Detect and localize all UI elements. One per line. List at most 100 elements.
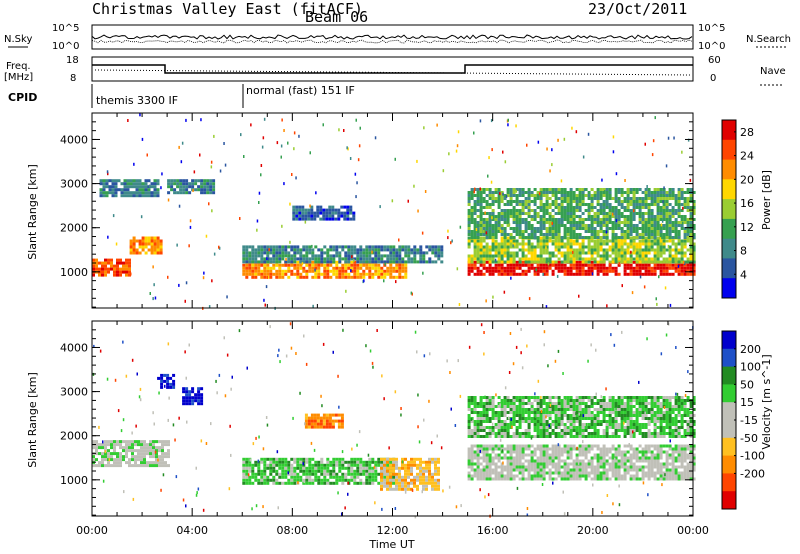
heatmap-cell <box>323 269 327 273</box>
heatmap-cell <box>269 266 273 270</box>
heatmap-cell <box>308 457 312 461</box>
heatmap-cell <box>572 260 576 264</box>
heatmap-cell <box>548 453 552 457</box>
heatmap-cell <box>512 447 516 451</box>
heatmap-cell <box>614 251 618 255</box>
heatmap-cell <box>380 257 384 261</box>
heatmap-cell <box>629 224 633 227</box>
heatmap-cell <box>647 215 651 218</box>
heatmap-cell <box>575 471 579 475</box>
heatmap-cell <box>104 264 107 268</box>
heatmap-cell <box>467 402 471 405</box>
heatmap-cell <box>494 444 498 448</box>
heatmap-cell <box>539 233 543 236</box>
heatmap-cell <box>581 266 585 270</box>
heatmap-cell <box>143 446 146 450</box>
heatmap-cell <box>158 464 161 468</box>
heatmap-cell <box>331 217 335 221</box>
heatmap-cell <box>126 179 130 183</box>
heatmap-cell <box>383 248 387 252</box>
heatmap-cell <box>401 257 405 261</box>
heatmap-cell <box>638 206 642 209</box>
heatmap-cell <box>557 266 561 270</box>
heatmap-cell <box>313 419 317 423</box>
heatmap-cell <box>341 248 345 252</box>
heatmap-cell <box>123 191 127 195</box>
heatmap-cell <box>105 194 109 198</box>
heatmap-cell <box>632 453 636 457</box>
heatmap-cell <box>242 457 246 461</box>
heatmap-cell <box>407 260 411 264</box>
heatmap-cell <box>159 245 163 249</box>
heatmap-cell <box>473 266 477 270</box>
heatmap-cell <box>362 257 366 261</box>
heatmap-cell <box>524 468 528 472</box>
heatmap-cell <box>587 260 591 264</box>
heatmap-cell <box>587 444 591 448</box>
heatmap-cell <box>137 440 140 444</box>
heatmap-cell <box>500 236 504 240</box>
heatmap-cell <box>581 203 585 206</box>
heatmap-cell <box>313 422 317 426</box>
heatmap-cell <box>290 248 294 252</box>
heatmap-cell <box>566 218 570 221</box>
heatmap-cell <box>578 215 582 218</box>
heatmap-cell <box>347 248 351 252</box>
heatmap-cell <box>635 266 639 270</box>
heatmap-cell <box>617 453 621 457</box>
heatmap-cell <box>503 266 507 270</box>
heatmap-cell <box>132 185 136 189</box>
heatmap-cell <box>503 194 507 197</box>
heatmap-cell <box>509 450 513 454</box>
heatmap-cell <box>506 194 510 197</box>
heatmap-cell <box>542 263 546 267</box>
heatmap-cell <box>692 459 696 463</box>
heatmap-cell <box>611 251 615 255</box>
heatmap-cell <box>491 212 495 215</box>
heatmap-cell <box>503 251 507 255</box>
heatmap-cell <box>668 260 672 264</box>
heatmap-cell <box>395 475 398 479</box>
heatmap-cell <box>533 462 537 466</box>
heatmap-cell <box>335 472 339 476</box>
heatmap-cell <box>401 260 405 264</box>
heatmap-cell <box>467 405 471 408</box>
heatmap-cell <box>281 457 285 461</box>
heatmap-cell <box>578 251 582 255</box>
heatmap-cell <box>251 272 255 276</box>
heatmap-cell <box>626 230 630 233</box>
heatmap-cell <box>404 272 408 276</box>
heatmap-cell <box>530 230 534 233</box>
heatmap-cell <box>278 248 282 252</box>
heatmap-cell <box>614 206 618 209</box>
heatmap-cell <box>395 275 399 279</box>
heatmap-cell <box>337 419 341 423</box>
heatmap-cell <box>479 471 483 475</box>
heatmap-cell <box>578 471 582 475</box>
heatmap-cell <box>536 245 540 249</box>
heatmap-cell <box>467 432 471 435</box>
heatmap-cell <box>203 271 205 275</box>
heatmap-cell <box>329 275 333 279</box>
heatmap-cell <box>542 272 546 276</box>
heatmap-cell <box>119 461 122 465</box>
heatmap-cell <box>392 260 396 264</box>
heatmap-cell <box>185 188 189 192</box>
heatmap-cell <box>593 215 597 218</box>
heatmap-cell <box>629 218 633 221</box>
heatmap-cell <box>524 224 528 227</box>
colorbar-tick-label: 8 <box>740 245 747 258</box>
heatmap-cell <box>521 239 525 243</box>
heatmap-cell <box>102 179 106 183</box>
heatmap-cell <box>584 263 588 267</box>
heatmap-cell <box>572 227 576 230</box>
heatmap-cell <box>115 242 118 246</box>
heatmap-cell <box>608 269 612 273</box>
heatmap-cell <box>337 422 341 426</box>
heatmap-cell <box>368 469 372 473</box>
heatmap-cell <box>413 260 417 264</box>
heatmap-cell <box>362 248 366 252</box>
heatmap-cell <box>310 214 314 218</box>
heatmap-cell <box>416 248 420 252</box>
heatmap-cell <box>572 236 576 239</box>
